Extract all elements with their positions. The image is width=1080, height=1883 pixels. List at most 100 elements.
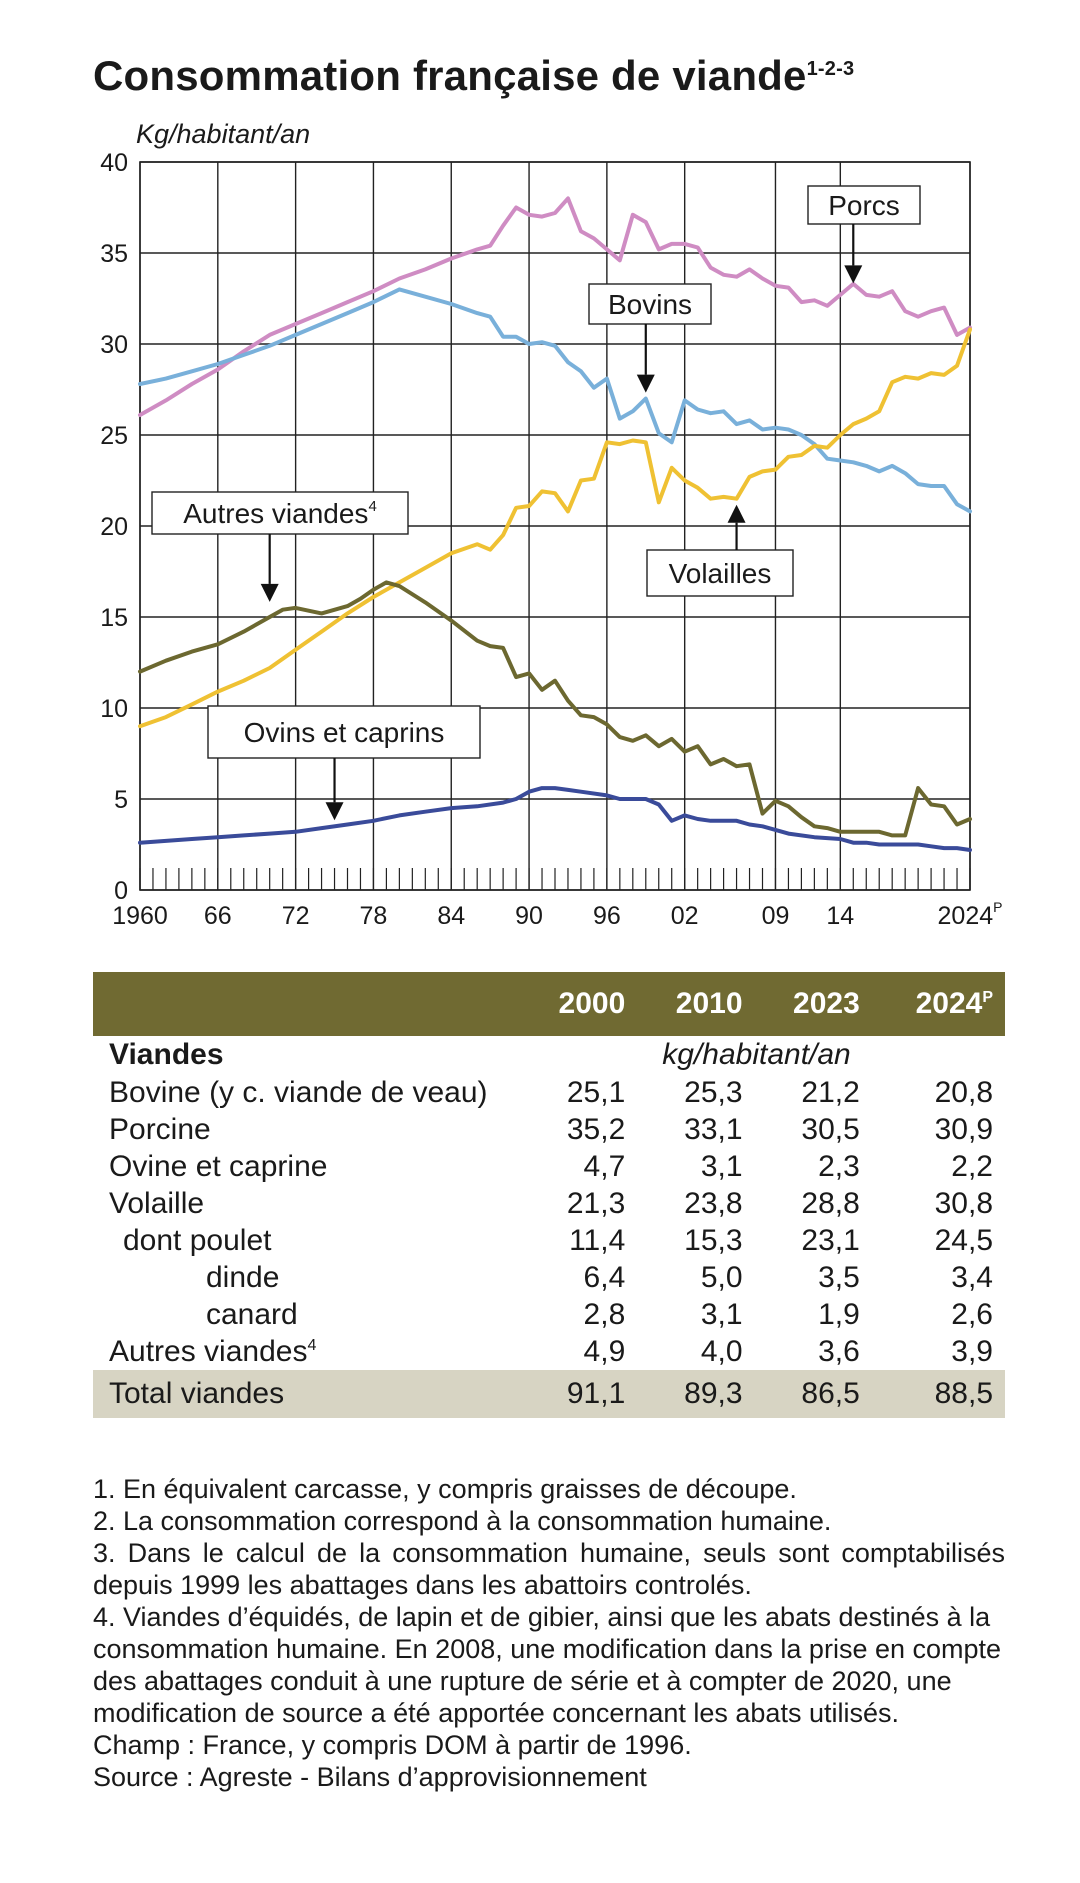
- table-row: Volaille 21,3 23,8 28,8 30,8: [93, 1185, 1005, 1222]
- y-tick-label: 5: [114, 786, 128, 814]
- annotation-porcs: Porcs: [807, 185, 921, 284]
- table-header-cell: 2024P: [871, 972, 1005, 1036]
- table-cell: 30,8: [934, 1186, 993, 1220]
- x-tick-label: 84: [437, 902, 465, 930]
- series-line-porcs: [138, 196, 972, 417]
- chart-series: [138, 196, 972, 852]
- annotation-arrowhead: [844, 265, 863, 284]
- footnote: Champ : France, y compris DOM à partir d…: [93, 1730, 692, 1760]
- table-header-cell: 2000: [520, 972, 638, 1036]
- table-cell: 28,8: [801, 1186, 860, 1220]
- x-tick-label: 2024P: [938, 899, 1003, 930]
- table-cell: 23,1: [801, 1223, 860, 1257]
- table-header-row: 2000 2010 2023 2024P: [93, 972, 1005, 1036]
- chart-annotations: Porcs Bovins Autres viandes4 Volailles Ovins…: [151, 185, 921, 821]
- annotation-ovins-et-caprins: Ovins et caprins: [207, 705, 481, 821]
- total-cell: 86,5: [754, 1370, 872, 1418]
- x-tick-label: 1960: [112, 902, 168, 930]
- table-cell: 30,5: [801, 1112, 860, 1146]
- footnote: 2. La consommation correspond à la conso…: [93, 1506, 832, 1536]
- table-cell: 3,5: [818, 1260, 860, 1294]
- x-tick-label: 96: [593, 902, 621, 930]
- footnote: 4. Viandes d’équidés, de lapin et de gib…: [93, 1602, 1002, 1728]
- table-cell: 4,0: [700, 1334, 743, 1368]
- consumption-table: 2000 2010 2023 2024P Viandes kg/habitant…: [93, 972, 1005, 1418]
- x-tick-label: 66: [204, 902, 232, 930]
- annotation-label: Autres viandes4: [183, 498, 377, 529]
- x-tick-label: 02: [671, 902, 699, 930]
- table-cell: 6,4: [583, 1260, 626, 1294]
- table-cell: 24,5: [934, 1223, 993, 1257]
- table-cell: 2,3: [818, 1149, 860, 1183]
- annotation-arrowhead: [325, 802, 344, 821]
- table-cell: 3,4: [951, 1260, 993, 1294]
- x-tick-label: 72: [282, 902, 310, 930]
- annotation-label: Porcs: [828, 190, 900, 221]
- annotation-autres-viandes: Autres viandes4: [151, 491, 409, 602]
- total-row: Total viandes 91,1 89,3 86,5 88,5: [93, 1370, 1005, 1418]
- y-tick-label: 15: [100, 604, 128, 632]
- table-cell: 23,8: [684, 1186, 743, 1220]
- annotation-box: [646, 549, 794, 597]
- annotation-arrowhead: [727, 504, 746, 523]
- y-tick-label: 20: [100, 513, 128, 541]
- y-tick-label: 40: [100, 149, 128, 177]
- table-row: Autres viandes4 4,9 4,0 3,6 3,9: [93, 1333, 1005, 1370]
- series-line-bovins: [138, 287, 972, 514]
- annotation-label: Bovins: [608, 289, 692, 320]
- x-tick-superscript: P: [993, 899, 1002, 915]
- table-row: canard 2,8 3,1 1,9 2,6: [93, 1296, 1005, 1333]
- row-label: dinde: [206, 1260, 280, 1294]
- table-cell: 3,6: [818, 1334, 860, 1368]
- table-cell: 2,2: [951, 1149, 993, 1183]
- table-header-cell: [93, 972, 520, 1036]
- table-cell: 3,9: [951, 1334, 993, 1368]
- annotation-box: [588, 283, 712, 325]
- table-cell: 3,1: [700, 1297, 743, 1331]
- table-row: Bovine (y c. viande de veau) 25,1 25,3 21,2…: [93, 1074, 1005, 1111]
- table-cell: 15,3: [684, 1223, 743, 1257]
- table-row: Ovine et caprine 4,7 3,1 2,3 2,2: [93, 1148, 1005, 1185]
- row-label: Bovine (y c. viande de veau): [109, 1075, 488, 1109]
- annotation-box: [151, 491, 409, 535]
- annotation-arrowhead: [260, 583, 279, 602]
- series-line-ovins-et-caprins: [138, 786, 972, 852]
- annotation-volailles: Volailles: [646, 504, 794, 597]
- row-label: Porcine: [109, 1112, 211, 1146]
- total-cell: 91,1: [520, 1370, 638, 1418]
- x-tick-label: 14: [826, 902, 854, 930]
- x-tick-label: 09: [762, 902, 790, 930]
- chart-title: Consommation française de viande1-2-3: [93, 52, 855, 99]
- annotation-box: [207, 705, 481, 759]
- table-cell: 30,9: [934, 1112, 993, 1146]
- total-label: Total viandes: [93, 1370, 520, 1418]
- row-label: Ovine et caprine: [109, 1149, 328, 1183]
- footnote: 3. Dans le calcul de la consommation hum…: [93, 1538, 1005, 1600]
- footnote: Source : Agreste - Bilans d’approvisionn…: [93, 1762, 647, 1792]
- row-label: canard: [206, 1297, 298, 1331]
- annotation-label: Ovins et caprins: [244, 717, 445, 748]
- annotation-arrowhead: [636, 374, 655, 393]
- y-axis-label: Kg/habitant/an: [136, 119, 310, 149]
- series-line-autres-viandes: [138, 580, 972, 838]
- table-cell: 25,3: [684, 1075, 743, 1109]
- row-label: Volaille: [109, 1186, 205, 1220]
- table-cell: 3,1: [700, 1149, 743, 1183]
- table-cell: 21,2: [801, 1075, 860, 1109]
- table-row: dinde 6,4 5,0 3,5 3,4: [93, 1259, 1005, 1296]
- plot-frame: [139, 161, 971, 891]
- total-cell: 89,3: [637, 1370, 755, 1418]
- table-header-cell: 2010: [637, 972, 755, 1036]
- annotation-superscript: 4: [368, 498, 376, 515]
- table-cell: 20,8: [934, 1075, 993, 1109]
- header-superscript: P: [982, 989, 993, 1006]
- table-cell: 4,7: [583, 1149, 626, 1183]
- section-label: Viandes: [109, 1038, 224, 1071]
- y-tick-label: 30: [100, 331, 128, 359]
- chart-axes: 0 5 10 15 20 25 30 35 40 1960 66 72 78 84 90 96 02 09 14 20…: [100, 119, 1002, 930]
- y-tick-label: 25: [100, 422, 128, 450]
- x-tick-label: 90: [515, 902, 543, 930]
- total-cell: 88,5: [871, 1370, 1005, 1418]
- annotation-bovins: Bovins: [588, 283, 712, 393]
- title-superscript: 1-2-3: [806, 58, 855, 80]
